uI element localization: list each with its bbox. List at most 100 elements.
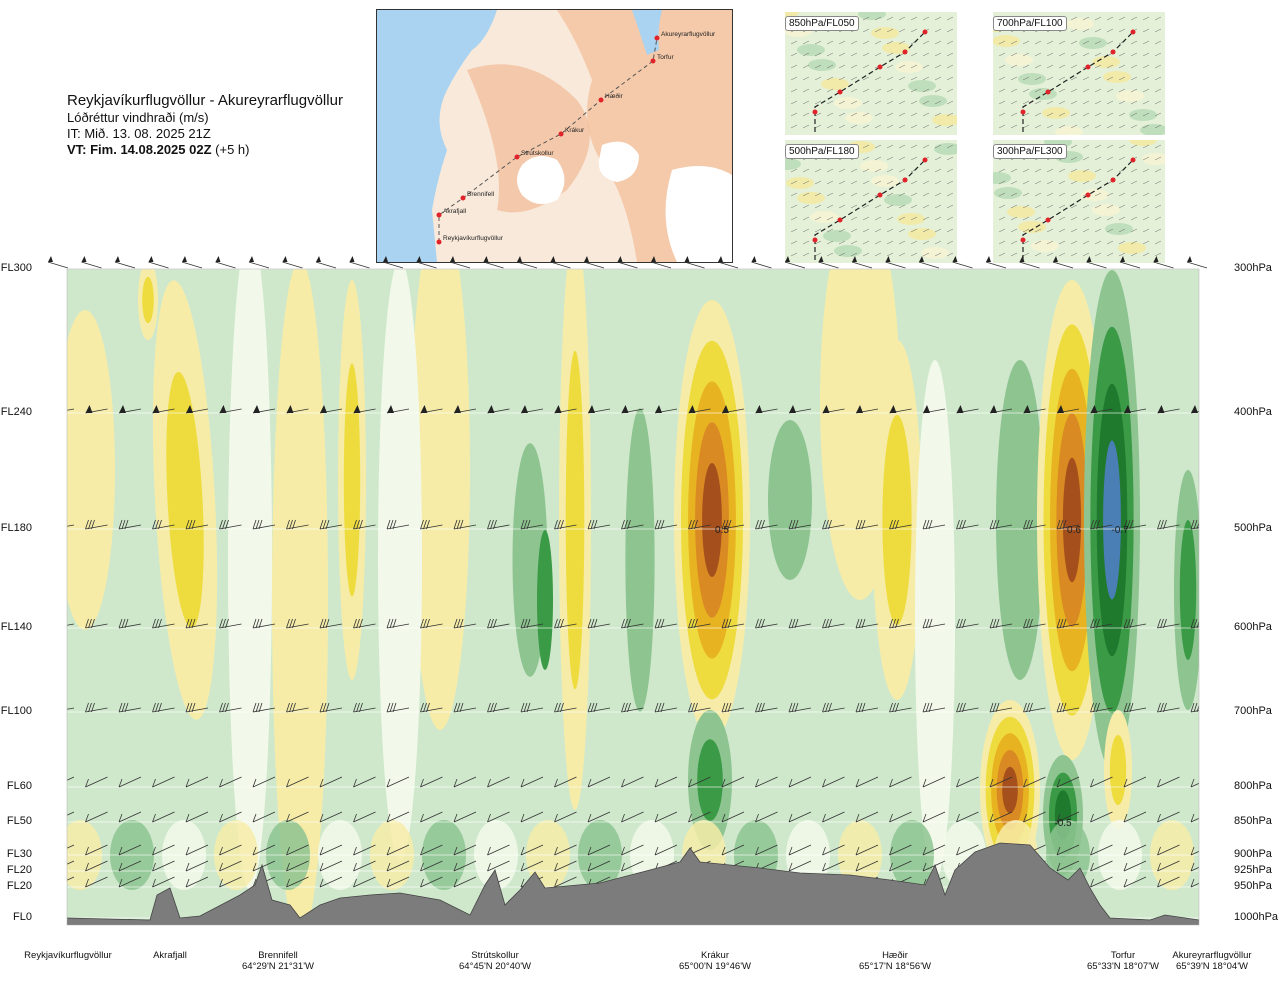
thumb-barb [1118,100,1126,105]
map-waypoint-label: Strútskollur [521,150,554,157]
thumb-barb [1022,40,1030,45]
thumb-barb [1118,112,1126,117]
velocity-contour [996,750,1024,830]
wind-barb [956,860,979,872]
wind-barb [1190,813,1199,823]
thumb-barb [850,40,858,45]
thumb-barb [1010,52,1018,57]
wind-barb [67,811,75,816]
velocity-contour [702,463,722,577]
thumb-barb [898,112,906,117]
thumb-barb [1142,28,1150,33]
wind-barb [654,776,678,788]
thumb-barb [1034,76,1042,81]
thumb-barb [1010,252,1018,257]
thumb-barb [874,156,882,161]
map-waypoint: Akureyrarflugvöllur [654,31,716,41]
thumb-barb [1130,252,1138,257]
wind-barb [1190,519,1199,530]
wind-barb [1023,811,1046,823]
thumb-barb [1010,216,1018,221]
velocity-contour [872,340,922,700]
thumb-barb [1094,192,1102,197]
thumb-barb [1022,52,1030,57]
y-right-tick: 800hPa [1234,780,1272,792]
lowlevel-contour [1098,820,1142,890]
thumb-barb [1070,168,1078,173]
wind-barb [67,408,75,411]
wind-barb [688,618,711,629]
wind-barb [185,776,209,788]
map-waypoint: Brennifell [460,191,495,201]
wind-barb [1090,876,1113,888]
thumb-barb [886,124,894,129]
thumb-barb [814,252,822,257]
velocity-contour [512,443,548,677]
lowlevel-contour [630,820,674,890]
wind-barb [67,524,75,527]
thumb-barb [1022,192,1030,197]
velocity-contour [228,269,272,890]
thumb-barb [838,40,846,45]
wind-barb [654,876,678,888]
velocity-contour [1090,326,1134,714]
wind-barb [1157,811,1180,823]
thumb-contour [845,112,873,124]
thumb-barb [998,180,1006,185]
wind-barb [621,405,644,414]
wind-barb [85,618,108,629]
thumbnail-300: 300hPa/FL300 [993,140,1165,263]
wind-barb [487,860,510,872]
thumb-barb [998,64,1006,69]
wind-barb [353,876,376,888]
thumb-barb [814,192,822,197]
thumb-barb [874,28,882,33]
thumb-barb [886,76,894,81]
thumb-barb [1034,228,1042,233]
wind-barb [1123,811,1147,823]
thumb-barb [934,240,942,245]
thumb-barb [1082,16,1090,21]
wind-barb [989,811,1013,823]
wind-barb [85,519,108,530]
thumb-barb [874,52,882,57]
velocity-contour [166,371,204,629]
wind-barb [755,702,778,713]
wind-barb [654,618,678,629]
thumb-barb [838,64,846,69]
wind-barb [353,519,376,530]
thumb-barb [850,112,858,117]
wind-barb [1190,405,1199,414]
thumb-barb [1058,64,1066,69]
thumb-point [812,109,818,115]
thumb-barb [862,16,870,21]
thumb-barb [814,180,822,185]
thumb-barb [1010,192,1018,197]
wind-barb [1157,844,1180,856]
y-right-tick: 500hPa [1234,522,1272,534]
wind-barb [554,860,577,872]
thumb-point [1085,64,1091,70]
wind-barb [353,844,376,856]
thumb-barb [1022,228,1030,233]
wind-barb [118,519,142,530]
thumb-barb [838,252,846,257]
lowlevel-contour [162,820,206,890]
thumb-barb [1118,240,1126,245]
thumb-barb [922,112,930,117]
wind-barb [319,811,343,823]
thumb-barb [862,88,870,93]
lowlevel-contour [1046,820,1090,890]
wind-barb [922,405,946,414]
wind-barb [319,702,343,713]
thumb-barb [1118,124,1126,129]
station-label: Brennifell 64°29'N 21°31'W [218,950,338,972]
wind-barb [654,519,678,530]
velocity-contour [1048,772,1078,858]
thumb-barb [1094,144,1102,149]
wind-barb [118,618,142,629]
thumb-barb [886,16,894,21]
wind-barb [654,811,678,823]
wind-barb [152,776,175,788]
thumb-barb [802,204,810,209]
